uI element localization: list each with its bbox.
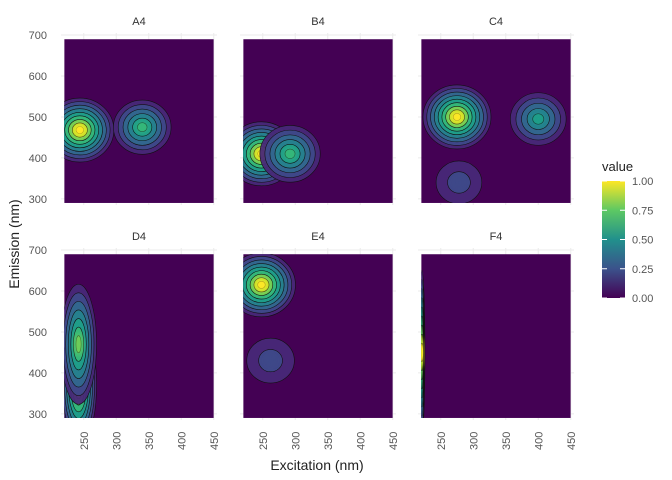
peak-group xyxy=(246,337,295,384)
facet-label: F4 xyxy=(490,231,503,243)
peak-core xyxy=(450,111,464,123)
facet-panel-d4: D4 250 300 350 400 450 300 400 500 600 700 xyxy=(29,231,221,450)
x-tick-label: 350 xyxy=(501,432,513,450)
x-tick-label: 350 xyxy=(323,432,335,450)
y-tick-label: 600 xyxy=(29,286,47,298)
facet-label: D4 xyxy=(132,231,146,243)
peak-group xyxy=(64,97,115,163)
y-tick-label: 500 xyxy=(29,327,47,339)
y-axis-title: Emission (nm) xyxy=(6,199,22,288)
heatmap-body xyxy=(421,254,571,418)
legend: value 0.00 0.25 0.50 0.75 1.00 xyxy=(602,159,653,305)
facet-panel-b4: B4 xyxy=(240,16,396,205)
x-tick-label: 250 xyxy=(436,432,448,450)
heatmap-body xyxy=(64,254,214,418)
peak-core xyxy=(137,122,148,133)
legend-tick-label: 0.75 xyxy=(632,205,653,217)
heatmap-body xyxy=(243,39,393,203)
facet-label: C4 xyxy=(489,16,503,28)
x-tick-label: 400 xyxy=(176,432,188,450)
y-tick-label: 400 xyxy=(29,368,47,380)
x-tick-label: 450 xyxy=(566,432,578,450)
peak-group xyxy=(510,92,567,146)
peak-core xyxy=(421,337,424,368)
heatmap-body xyxy=(421,39,571,203)
y-tick-label: 700 xyxy=(29,30,47,42)
y-tick-label: 600 xyxy=(29,71,47,83)
x-tick-label: 450 xyxy=(388,432,400,450)
x-axis-title: Excitation (nm) xyxy=(270,457,363,473)
facet-label: A4 xyxy=(132,16,145,28)
x-tick-label: 350 xyxy=(144,432,156,450)
peak-group xyxy=(64,283,97,405)
x-tick-label: 300 xyxy=(468,432,480,450)
x-tick-label: 250 xyxy=(79,432,91,450)
peak-group xyxy=(421,270,426,418)
y-tick-label: 700 xyxy=(29,245,47,257)
facet-panels: A4 300 400 500 600 700 B4 C4 D4 250 300 350 400 450 30… xyxy=(29,16,578,450)
y-tick-label: 500 xyxy=(29,112,47,124)
peak-core xyxy=(73,124,86,136)
peak-core xyxy=(533,114,544,124)
peak-core xyxy=(75,333,82,356)
legend-tick-label: 0.00 xyxy=(632,293,653,305)
peak-core xyxy=(454,178,464,187)
heatmap-background xyxy=(421,254,571,418)
legend-tick-label: 1.00 xyxy=(632,176,653,188)
peak-group xyxy=(243,254,296,318)
heatmap-body xyxy=(64,39,214,203)
peak-group xyxy=(259,125,321,183)
facet-panel-a4: A4 300 400 500 600 700 xyxy=(29,16,217,206)
facet-panel-f4: F4 250 300 350 400 450 xyxy=(418,231,578,450)
peak-group xyxy=(435,160,483,203)
y-tick-label: 400 xyxy=(29,153,47,165)
x-tick-label: 250 xyxy=(258,432,270,450)
peak-group xyxy=(422,84,492,150)
legend-title: value xyxy=(602,159,633,174)
facet-panel-e4: E4 250 300 350 400 450 xyxy=(240,231,400,450)
facet-label: B4 xyxy=(311,16,324,28)
facet-panel-c4: C4 xyxy=(418,16,574,205)
legend-tick-label: 0.25 xyxy=(632,264,653,276)
y-tick-label: 300 xyxy=(29,194,47,206)
x-tick-label: 450 xyxy=(209,432,221,450)
x-tick-label: 300 xyxy=(290,432,302,450)
y-tick-label: 300 xyxy=(29,409,47,421)
legend-tick-label: 0.50 xyxy=(632,235,653,247)
x-tick-label: 300 xyxy=(111,432,123,450)
peak-core xyxy=(255,279,268,291)
facet-label: E4 xyxy=(311,231,324,243)
heatmap-body xyxy=(243,254,393,418)
legend-colorbar xyxy=(602,181,625,298)
x-tick-label: 400 xyxy=(355,432,367,450)
x-tick-label: 400 xyxy=(533,432,545,450)
peak-group xyxy=(113,99,172,155)
peak-core xyxy=(266,356,275,365)
peak-core xyxy=(284,148,296,159)
